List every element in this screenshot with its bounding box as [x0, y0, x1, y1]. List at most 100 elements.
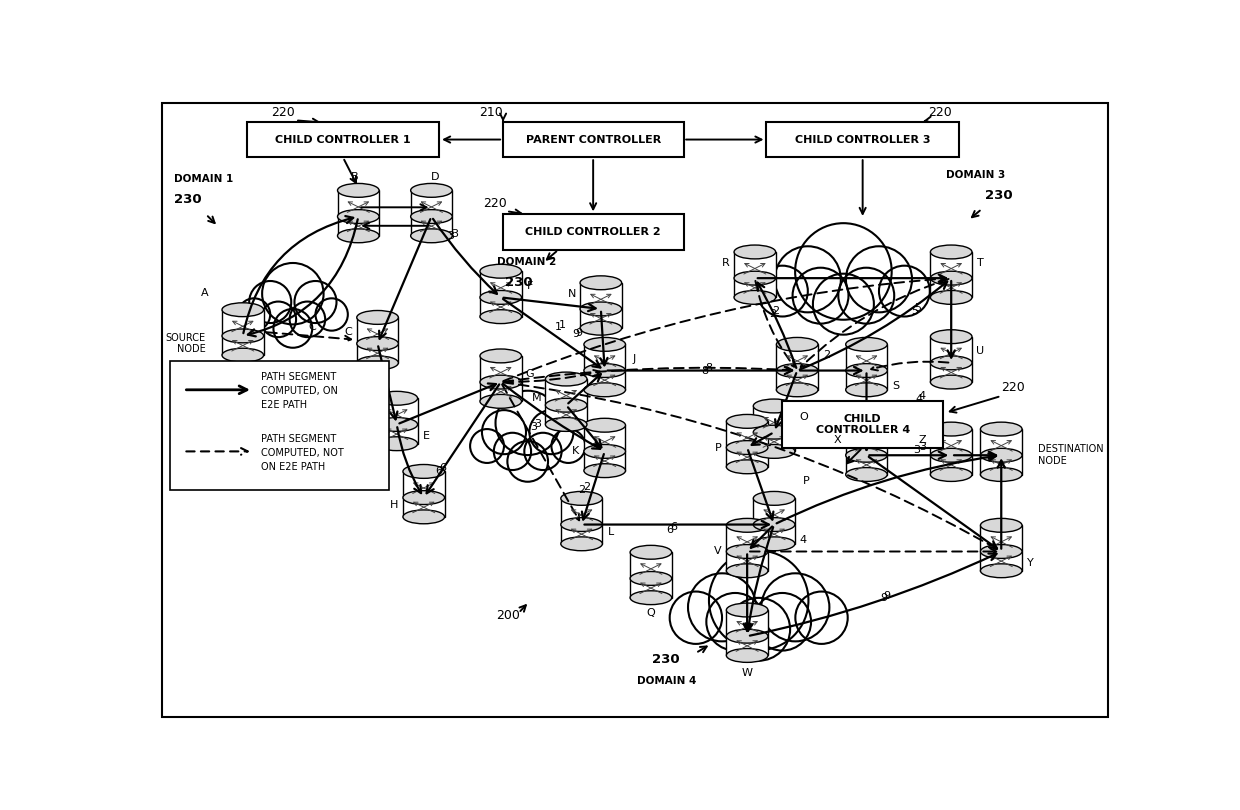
Ellipse shape: [981, 467, 1022, 481]
Ellipse shape: [734, 271, 776, 285]
Text: COMPUTED, NOT: COMPUTED, NOT: [260, 448, 343, 458]
Circle shape: [290, 301, 325, 337]
Ellipse shape: [930, 448, 972, 463]
Text: X: X: [833, 435, 841, 445]
Text: 3: 3: [919, 442, 926, 452]
Circle shape: [238, 298, 270, 330]
Text: CHILD CONTROLLER 2: CHILD CONTROLLER 2: [526, 227, 661, 237]
Text: 9: 9: [575, 328, 583, 338]
Ellipse shape: [727, 441, 768, 454]
Text: 6: 6: [435, 466, 443, 475]
Text: N: N: [568, 288, 575, 299]
Text: A: A: [201, 288, 208, 298]
Ellipse shape: [846, 448, 888, 463]
Circle shape: [838, 268, 894, 324]
Text: PATH SEGMENT: PATH SEGMENT: [260, 434, 336, 444]
Ellipse shape: [981, 422, 1022, 436]
Polygon shape: [376, 399, 418, 444]
Polygon shape: [403, 471, 444, 517]
Ellipse shape: [630, 590, 672, 604]
Ellipse shape: [337, 183, 379, 198]
Ellipse shape: [930, 467, 972, 481]
Text: C: C: [345, 327, 352, 337]
Text: R: R: [722, 258, 729, 268]
Ellipse shape: [410, 210, 453, 224]
Text: 4: 4: [800, 535, 807, 545]
Text: 6: 6: [667, 525, 673, 535]
Polygon shape: [584, 425, 625, 471]
Ellipse shape: [846, 422, 888, 436]
Ellipse shape: [580, 322, 621, 335]
Ellipse shape: [403, 464, 444, 479]
Ellipse shape: [337, 210, 379, 224]
Circle shape: [496, 390, 560, 455]
Ellipse shape: [754, 518, 795, 531]
Ellipse shape: [930, 271, 972, 285]
Ellipse shape: [727, 415, 768, 428]
Text: 2: 2: [578, 485, 585, 495]
Circle shape: [507, 441, 548, 482]
Text: 230: 230: [652, 653, 680, 666]
Text: DOMAIN 3: DOMAIN 3: [946, 170, 1006, 180]
Text: 2: 2: [583, 482, 590, 492]
Ellipse shape: [546, 417, 587, 432]
Text: 2: 2: [769, 309, 776, 319]
Text: ON E2E PATH: ON E2E PATH: [260, 462, 325, 471]
Text: 6: 6: [670, 522, 677, 532]
Ellipse shape: [560, 492, 603, 505]
Text: Y: Y: [1027, 558, 1034, 568]
FancyBboxPatch shape: [170, 360, 389, 490]
Circle shape: [728, 598, 790, 661]
Text: 3: 3: [534, 419, 541, 428]
Polygon shape: [222, 309, 264, 355]
Circle shape: [813, 274, 874, 335]
Text: K: K: [572, 446, 579, 456]
Ellipse shape: [981, 564, 1022, 578]
Ellipse shape: [846, 383, 888, 397]
Ellipse shape: [584, 463, 625, 478]
Ellipse shape: [480, 309, 522, 323]
Ellipse shape: [846, 364, 888, 377]
Text: E2E PATH: E2E PATH: [260, 400, 306, 410]
Ellipse shape: [403, 491, 444, 505]
Text: 230: 230: [505, 276, 532, 289]
Text: 8: 8: [702, 365, 708, 376]
Circle shape: [260, 301, 296, 337]
Ellipse shape: [734, 245, 776, 259]
Text: 2: 2: [773, 306, 780, 317]
Text: P: P: [714, 442, 722, 453]
Circle shape: [470, 429, 503, 463]
Ellipse shape: [480, 375, 522, 389]
Text: W: W: [742, 668, 753, 678]
Polygon shape: [480, 271, 522, 317]
Circle shape: [249, 281, 291, 323]
Ellipse shape: [930, 375, 972, 389]
Ellipse shape: [734, 291, 776, 305]
Text: 220: 220: [272, 105, 295, 119]
Ellipse shape: [930, 356, 972, 370]
Text: 9: 9: [880, 593, 887, 603]
Text: D: D: [432, 172, 439, 181]
Polygon shape: [930, 429, 972, 475]
Text: CHILD
CONTROLLER 4: CHILD CONTROLLER 4: [816, 414, 910, 435]
Ellipse shape: [403, 510, 444, 524]
Text: Z: Z: [918, 435, 926, 445]
Text: 6: 6: [439, 463, 446, 473]
Text: 200: 200: [496, 609, 521, 622]
Text: L: L: [608, 527, 614, 537]
Ellipse shape: [727, 460, 768, 474]
Text: COMPUTED, ON: COMPUTED, ON: [260, 386, 337, 396]
Text: 5: 5: [914, 303, 921, 313]
Ellipse shape: [846, 338, 888, 352]
Ellipse shape: [754, 425, 795, 439]
Ellipse shape: [981, 518, 1022, 532]
Circle shape: [792, 268, 848, 324]
Circle shape: [494, 433, 531, 470]
Ellipse shape: [930, 245, 972, 259]
Ellipse shape: [357, 310, 398, 324]
Circle shape: [846, 246, 911, 313]
FancyBboxPatch shape: [502, 214, 683, 249]
Polygon shape: [776, 344, 818, 390]
Ellipse shape: [584, 383, 625, 397]
Text: T: T: [977, 258, 983, 268]
